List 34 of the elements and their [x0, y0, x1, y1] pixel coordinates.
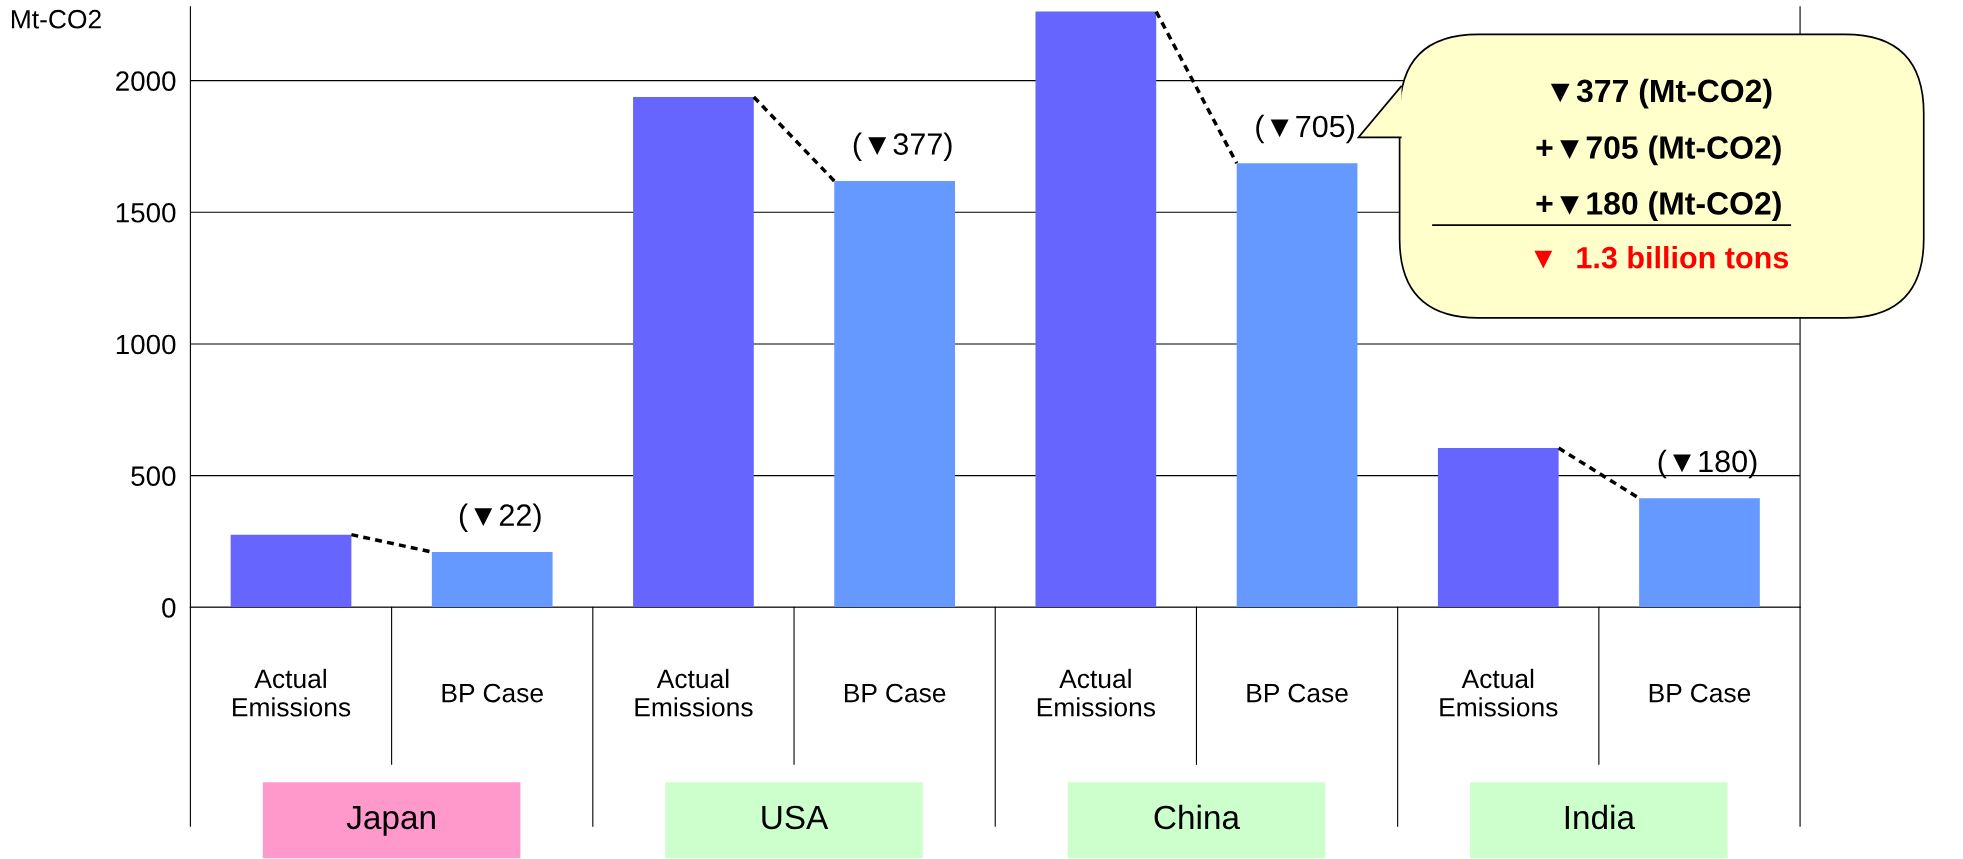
bar — [431, 552, 553, 608]
text: Actual Emissions — [1440, 668, 1558, 717]
y-tick-label: 1000 — [116, 334, 176, 355]
text: Actual Emissions — [233, 668, 351, 717]
annotation: (▼180) — [1658, 449, 1757, 479]
annotation: (▼22) — [459, 503, 541, 532]
bar — [834, 180, 955, 608]
annotation: (▼377) — [853, 132, 952, 161]
x-tick-label: China — [1154, 804, 1240, 830]
bar — [1639, 498, 1760, 608]
x-tick-label: Japan — [346, 806, 435, 836]
bar — [633, 96, 754, 608]
y-tick-label: 2000 — [116, 71, 176, 91]
annotation: ▼ 1.3 billion tons — [1534, 246, 1789, 269]
bar — [1035, 11, 1157, 608]
x-tick-label: USA — [762, 805, 829, 830]
annotation: +▼705 (Mt-CO2) — [1536, 135, 1781, 166]
text: BP Case — [442, 683, 543, 703]
text: BP Case — [1247, 683, 1348, 703]
text: BP Case — [844, 683, 946, 703]
bar — [1236, 163, 1358, 608]
y-tick-label: 500 — [131, 466, 176, 486]
x-tick-label: India — [1565, 804, 1636, 830]
text: Actual Emissions — [1037, 668, 1156, 717]
text: BP Case — [1649, 683, 1751, 703]
annotation: +▼180 (Mt-CO2) — [1536, 191, 1781, 222]
text: Actual Emissions — [635, 668, 753, 717]
y-axis-title: Mt-CO2 — [11, 9, 101, 29]
y-tick-label: 1500 — [116, 202, 176, 223]
annotation: ▼377 (Mt-CO2) — [1550, 78, 1772, 109]
bar — [230, 534, 352, 608]
y-tick-label: 0 — [162, 597, 176, 618]
bar — [1437, 447, 1559, 608]
annotation: (▼705) — [1256, 114, 1354, 144]
